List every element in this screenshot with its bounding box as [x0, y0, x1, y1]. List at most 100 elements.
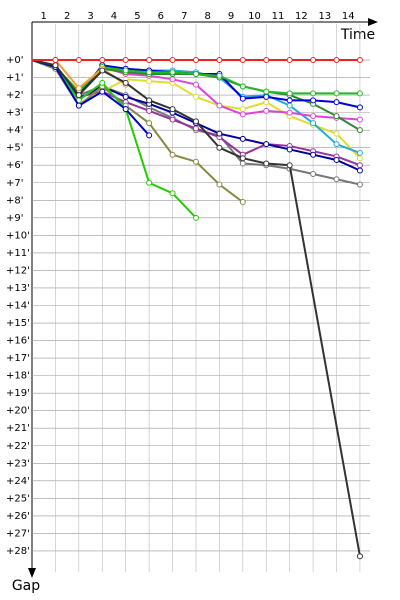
y-tick-label: +7' — [6, 178, 24, 189]
point — [239, 106, 246, 113]
y-tick-label: +22' — [6, 441, 30, 452]
point — [286, 146, 293, 153]
point — [286, 97, 293, 104]
x-tick-label: 6 — [158, 11, 164, 22]
point — [310, 90, 317, 97]
point — [169, 76, 176, 83]
point — [192, 71, 199, 78]
point — [192, 214, 199, 221]
x-tick-label: 10 — [248, 11, 261, 22]
point — [239, 83, 246, 90]
y-tick-label: +12' — [6, 265, 30, 276]
y-tick-label: +13' — [6, 283, 30, 294]
point — [52, 57, 59, 64]
point — [310, 170, 317, 177]
y-tick-label: +21' — [6, 423, 30, 434]
point — [333, 156, 340, 163]
point — [356, 57, 363, 64]
point — [146, 57, 153, 64]
point — [263, 99, 270, 106]
y-tick-label: +14' — [6, 300, 30, 311]
point — [356, 104, 363, 111]
x-tick-label: 11 — [272, 11, 285, 22]
point — [356, 167, 363, 174]
y-tick-label: +20' — [6, 406, 30, 417]
x-tick-label: 9 — [228, 11, 234, 22]
point — [75, 92, 82, 99]
y-tick-label: +18' — [6, 371, 30, 382]
x-tick-label: 7 — [181, 11, 187, 22]
x-tick-label: 13 — [318, 11, 331, 22]
point — [216, 72, 223, 79]
point — [146, 107, 153, 114]
point — [333, 57, 340, 64]
point — [146, 97, 153, 104]
y-tick-label: +16' — [6, 336, 30, 347]
point — [169, 151, 176, 158]
point — [122, 67, 129, 74]
point — [286, 102, 293, 109]
point — [333, 130, 340, 137]
point — [75, 57, 82, 64]
point — [239, 111, 246, 118]
point — [239, 57, 246, 64]
point — [216, 181, 223, 188]
point — [356, 90, 363, 97]
point — [286, 162, 293, 169]
y-axis-title: Gap — [12, 578, 40, 594]
point — [286, 109, 293, 116]
point — [52, 62, 59, 69]
point — [263, 160, 270, 167]
point — [192, 57, 199, 64]
x-tick-label: 3 — [87, 11, 93, 22]
y-tick-label: +3' — [6, 108, 24, 119]
point — [333, 113, 340, 120]
point — [169, 116, 176, 123]
point — [310, 151, 317, 158]
y-tick-label: +27' — [6, 528, 30, 539]
y-tick-label: +28' — [6, 546, 30, 557]
y-tick-label: +26' — [6, 511, 30, 522]
x-tick-label: 5 — [134, 11, 140, 22]
y-tick-label: +9' — [6, 213, 24, 224]
series-line — [31, 59, 150, 137]
point — [286, 57, 293, 64]
point — [333, 90, 340, 97]
y-tick-label: +11' — [6, 248, 30, 259]
point — [263, 93, 270, 100]
point — [99, 57, 106, 64]
point — [169, 190, 176, 197]
point — [356, 155, 363, 162]
point — [146, 78, 153, 85]
point — [192, 93, 199, 100]
y-tick-label: +17' — [6, 353, 30, 364]
point — [263, 57, 270, 64]
x-tick-label: 1 — [41, 11, 47, 22]
point — [99, 79, 106, 86]
point — [333, 176, 340, 183]
point — [75, 102, 82, 109]
point — [122, 106, 129, 113]
point — [192, 81, 199, 88]
point — [263, 88, 270, 95]
point — [310, 120, 317, 127]
point — [239, 160, 246, 167]
point — [192, 118, 199, 125]
y-tick-label: +10' — [6, 230, 30, 241]
y-axis-arrow — [28, 568, 36, 578]
point — [333, 141, 340, 148]
point — [263, 107, 270, 114]
y-tick-label: +4' — [6, 125, 24, 136]
x-axis-arrow — [368, 18, 378, 26]
grid — [32, 24, 370, 572]
y-tick-label: +25' — [6, 493, 30, 504]
point — [239, 135, 246, 142]
y-tick-label: +23' — [6, 458, 30, 469]
x-tick-label: 4 — [111, 11, 117, 22]
point — [75, 85, 82, 92]
y-tick-label: +15' — [6, 318, 30, 329]
point — [216, 130, 223, 137]
point — [169, 106, 176, 113]
point — [286, 90, 293, 97]
point — [216, 144, 223, 151]
